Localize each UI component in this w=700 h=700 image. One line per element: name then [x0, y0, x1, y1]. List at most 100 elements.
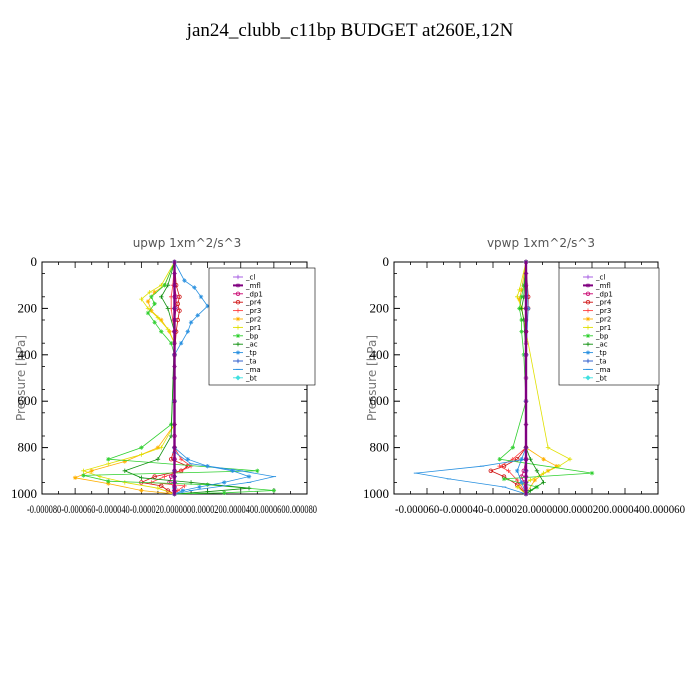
- data-point: [221, 480, 227, 485]
- data-point: [89, 468, 94, 473]
- data-point: [152, 289, 157, 295]
- legend-label: _pr4: [245, 299, 262, 307]
- data-point: [172, 283, 177, 288]
- x-tick-labels: -0.000080-0.000060-0.000040-0.000020.000…: [27, 502, 317, 516]
- data-point: [152, 320, 157, 325]
- data-point: [139, 296, 144, 302]
- data-point: [172, 294, 177, 299]
- y-axis-label: Pressure [hPa]: [365, 335, 379, 421]
- data-point: [235, 325, 241, 330]
- data-point: [172, 329, 177, 334]
- page-title: jan24_clubb_c11bp BUDGET at260E,12N: [186, 20, 514, 41]
- legend-item: _cl: [233, 274, 255, 282]
- data-point: [506, 468, 511, 473]
- data-point: [145, 299, 151, 304]
- data-point: [235, 333, 241, 338]
- legend-label: _bt: [245, 374, 257, 382]
- legend-item: _pr4: [233, 299, 262, 307]
- data-point: [556, 463, 562, 469]
- legend-label: _tp: [245, 349, 257, 357]
- data-point: [145, 310, 151, 316]
- data-point: [515, 468, 520, 473]
- data-point: [188, 463, 194, 469]
- y-tick-label: 1000: [11, 486, 37, 501]
- data-point: [139, 488, 144, 493]
- data-point: [172, 364, 177, 369]
- data-point: [523, 329, 529, 334]
- data-point: [221, 490, 227, 496]
- legend-item: _bt: [233, 374, 257, 382]
- data-point: [235, 308, 241, 313]
- data-point: [235, 350, 241, 355]
- data-point: [510, 457, 515, 462]
- legend-label: _mfl: [245, 282, 261, 290]
- data-point: [585, 308, 591, 313]
- legend-item: _pr1: [583, 324, 611, 332]
- data-point: [106, 481, 111, 486]
- chart-title: vpwp 1xm^2/s^3: [487, 236, 595, 250]
- legend-label: _ma: [595, 366, 611, 374]
- data-point: [185, 329, 190, 334]
- series-ma: [172, 261, 277, 495]
- data-point: [205, 489, 210, 494]
- legend-item: _tp: [233, 349, 257, 357]
- data-point: [567, 457, 573, 462]
- legend-label: _cl: [595, 274, 605, 282]
- data-point: [517, 296, 522, 302]
- data-point: [519, 457, 524, 462]
- data-point: [517, 287, 522, 293]
- data-point: [523, 474, 529, 479]
- data-point: [195, 313, 200, 318]
- data-point: [523, 422, 529, 427]
- data-point: [172, 317, 177, 323]
- data-point: [230, 468, 235, 473]
- y-axis-label: Pressure [hPa]: [14, 335, 28, 421]
- data-point: [145, 306, 151, 311]
- series-line: [174, 262, 274, 495]
- legend-label: _bp: [245, 332, 259, 340]
- data-point: [523, 283, 529, 288]
- data-point: [541, 457, 546, 462]
- data-point: [523, 488, 529, 493]
- data-point: [172, 271, 177, 276]
- y-tick-label: 0: [31, 254, 38, 269]
- data-point: [235, 291, 241, 296]
- data-point: [159, 483, 164, 489]
- data-point: [235, 375, 241, 381]
- data-point: [585, 342, 591, 347]
- data-point: [172, 480, 177, 485]
- legend-label: _ma: [245, 366, 261, 374]
- data-point: [106, 457, 111, 462]
- data-point: [235, 358, 241, 364]
- data-point: [488, 468, 493, 473]
- legend-item: _ma: [233, 366, 261, 374]
- data-point: [519, 306, 524, 311]
- data-point: [180, 488, 185, 493]
- legend-label: _pr1: [595, 324, 611, 332]
- data-point: [510, 445, 515, 450]
- data-point: [172, 484, 177, 490]
- data-point: [585, 300, 591, 305]
- data-point: [235, 342, 241, 347]
- legend-item: _ta: [233, 358, 257, 366]
- chart-upwp: upwp 1xm^2/s^3 Pressure [hPa] -0.000080-…: [11, 236, 317, 516]
- data-point: [188, 320, 194, 325]
- series-mfl: [523, 259, 529, 497]
- data-point: [497, 463, 502, 469]
- data-point: [523, 491, 529, 497]
- data-point: [72, 475, 78, 480]
- data-point: [585, 274, 591, 280]
- data-point: [172, 457, 177, 462]
- legend-item: _ma: [583, 366, 611, 374]
- data-point: [523, 259, 529, 265]
- data-point: [165, 306, 171, 311]
- data-point: [501, 463, 507, 469]
- data-point: [523, 480, 529, 485]
- data-point: [523, 271, 529, 276]
- data-point: [152, 301, 157, 306]
- data-point: [523, 457, 529, 462]
- legend-item: _ac: [233, 341, 258, 349]
- data-point: [585, 325, 591, 330]
- data-point: [155, 457, 161, 462]
